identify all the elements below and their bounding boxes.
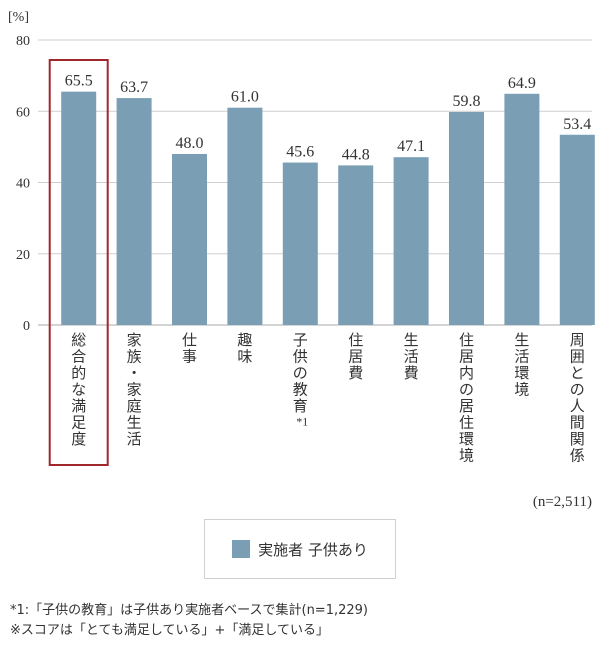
- bar: [449, 111, 484, 326]
- category-label-char: 的: [71, 364, 86, 382]
- bar: [282, 162, 318, 325]
- category-label-char: 庭: [127, 397, 142, 415]
- legend-label: 実施者 子供あり: [258, 540, 368, 559]
- data-label: 64.9: [508, 75, 536, 92]
- category-label-char: 活: [514, 348, 529, 366]
- data-label: 59.8: [453, 93, 481, 110]
- data-label: 45.6: [286, 144, 314, 161]
- category-label-char: 費: [404, 364, 419, 382]
- data-label: 47.1: [397, 138, 425, 155]
- category-label-char: 住: [459, 414, 474, 432]
- bar: [227, 107, 263, 325]
- bar: [172, 154, 207, 325]
- category-label-char: 境: [514, 381, 529, 399]
- footnote-1: *1:「子供の教育」は子供あり実施者ベースで集計(n=1,229): [10, 603, 368, 618]
- y-tick-label: 20: [16, 248, 30, 263]
- category-label-char: の: [570, 381, 585, 399]
- data-label: 48.0: [176, 135, 204, 152]
- category-label-char: 囲: [570, 348, 585, 366]
- category-label-char: 教: [293, 381, 308, 399]
- category-label-char: 境: [459, 447, 474, 465]
- bar-chart: [%]02040608065.5総合的な満足度63.7家族・家庭生活48.0仕事…: [8, 10, 595, 466]
- data-label: 53.4: [563, 116, 591, 133]
- category-label-char: 費: [348, 364, 363, 382]
- category-label-char: 人: [570, 397, 585, 415]
- category-label-char: 総: [71, 331, 86, 349]
- sample-size-label: (n=2,511): [532, 494, 592, 510]
- category-label-char: 居: [459, 348, 474, 366]
- data-label: 63.7: [120, 79, 148, 96]
- category-label-char: 生: [127, 414, 142, 432]
- category-label-char: 生: [514, 331, 529, 349]
- footnotes: *1:「子供の教育」は子供あり実施者ベースで集計(n=1,229) ※スコアは「…: [10, 601, 368, 641]
- category-label-char: の: [459, 381, 474, 399]
- category-label-char: 家: [127, 381, 142, 399]
- category-label-char: ・: [127, 364, 142, 382]
- category-label-char: 活: [127, 430, 142, 448]
- bar: [116, 98, 152, 325]
- category-label-char: 関: [570, 430, 585, 448]
- bar: [504, 93, 540, 325]
- highlight-border: [48, 59, 109, 466]
- category-label-char: 度: [71, 430, 86, 448]
- category-label-char: の: [293, 364, 308, 382]
- y-tick-label: 60: [16, 105, 30, 120]
- category-label-char: と: [570, 364, 585, 382]
- category-label-char: 味: [237, 348, 252, 366]
- y-axis-unit-label: [%]: [8, 10, 29, 25]
- category-label-char: 住: [459, 331, 474, 349]
- data-label: 65.5: [65, 73, 93, 90]
- data-label: 44.8: [342, 146, 370, 163]
- data-label: 61.0: [231, 89, 259, 106]
- category-label-char: 間: [570, 414, 585, 432]
- y-tick-label: 0: [23, 319, 30, 334]
- bar: [393, 157, 429, 325]
- category-label-char: 住: [348, 331, 363, 349]
- legend: 実施者 子供あり: [204, 519, 396, 579]
- category-label-char: 内: [459, 364, 474, 382]
- legend-swatch: [232, 540, 251, 558]
- category-note: *1: [296, 415, 308, 429]
- category-label-char: な: [71, 381, 86, 399]
- y-tick-label: 80: [16, 34, 30, 49]
- category-label-char: 活: [404, 348, 419, 366]
- category-label-char: 事: [182, 348, 197, 366]
- footnote-2: ※スコアは「とても満足している」+「満足している」: [10, 623, 329, 638]
- category-label-char: 満: [71, 397, 86, 415]
- category-label-char: 環: [459, 430, 474, 448]
- category-label-char: 趣: [237, 331, 252, 349]
- category-label-char: 族: [127, 348, 142, 366]
- category-label-char: 周: [570, 331, 585, 349]
- bar: [338, 165, 374, 325]
- category-label-char: 係: [570, 447, 585, 465]
- category-label-char: 供: [293, 348, 308, 366]
- category-label-char: 居: [459, 397, 474, 415]
- bar: [61, 91, 97, 325]
- category-label-char: 仕: [182, 331, 197, 349]
- category-label-char: 家: [127, 331, 142, 349]
- category-label-char: 子: [293, 331, 308, 349]
- category-label-char: 合: [71, 348, 86, 366]
- bar: [559, 134, 595, 325]
- category-label-char: 育: [293, 397, 308, 415]
- category-label-char: 足: [71, 414, 86, 432]
- category-label-char: 生: [404, 331, 419, 349]
- category-label-char: 居: [348, 348, 363, 366]
- category-label-char: 環: [514, 364, 529, 382]
- y-tick-label: 40: [16, 177, 30, 192]
